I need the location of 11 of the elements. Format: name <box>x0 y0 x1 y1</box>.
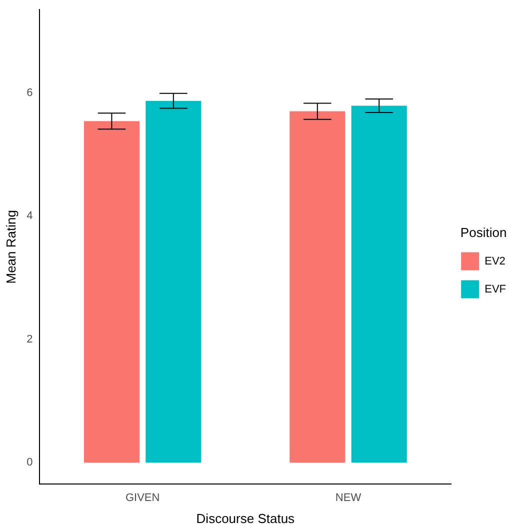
y-tick-label: 6 <box>26 86 33 99</box>
legend-label: EVF <box>484 283 506 296</box>
legend-label: EV2 <box>484 255 506 268</box>
y-tick-label: 4 <box>26 210 33 222</box>
y-tick-label: 2 <box>26 333 33 346</box>
x-axis-title: Discourse Status <box>196 510 296 526</box>
x-tick-label: GIVEN <box>125 492 160 504</box>
x-tick-label: NEW <box>335 492 362 504</box>
y-tick-label: 0 <box>26 456 33 469</box>
y-axis-title: Mean Rating <box>3 210 18 284</box>
legend-title: Position <box>460 224 507 240</box>
